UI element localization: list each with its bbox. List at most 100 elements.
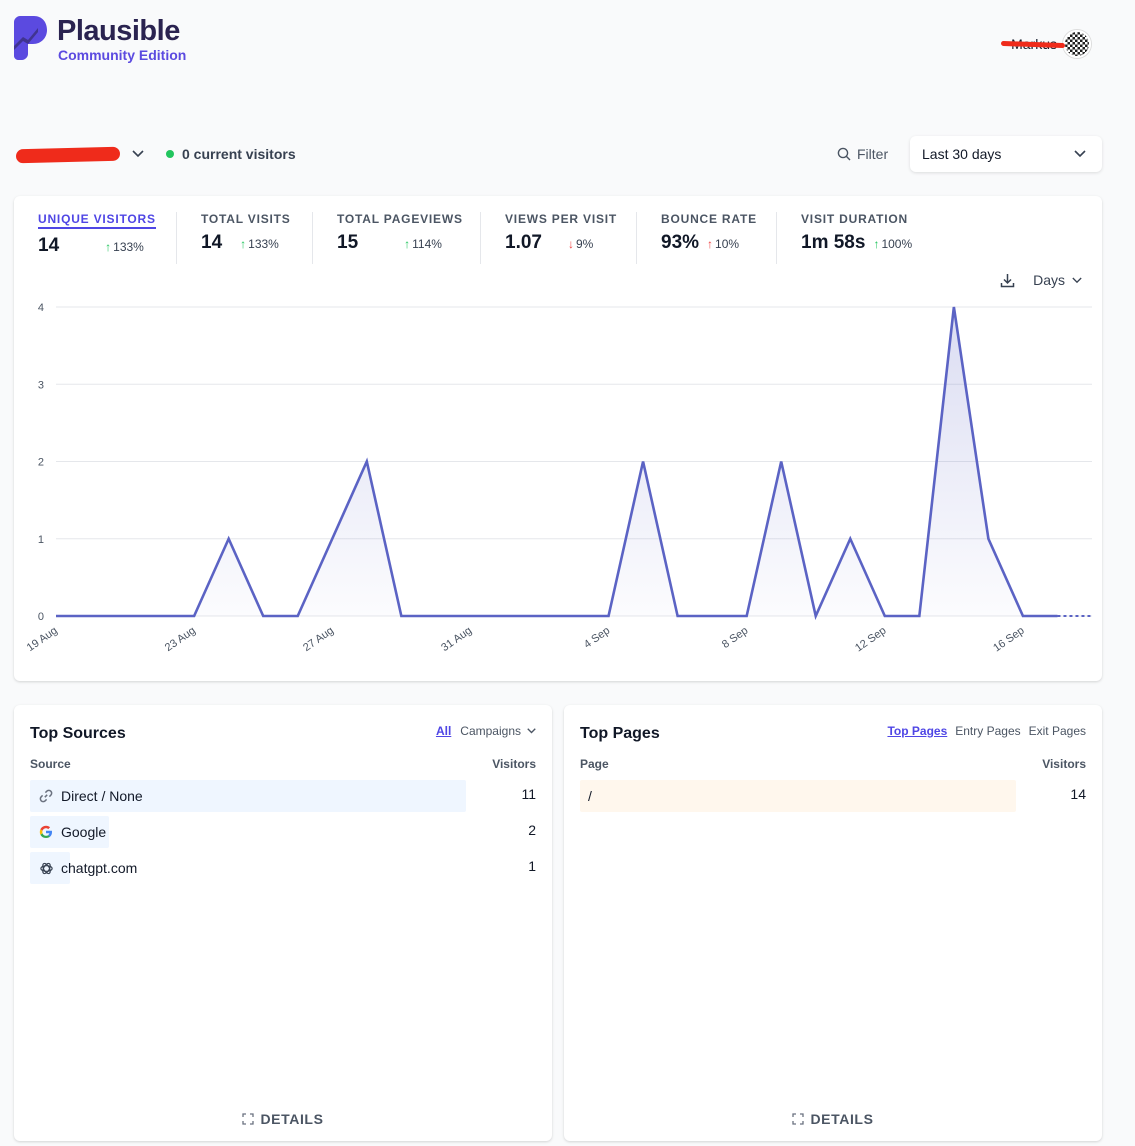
source-row-google[interactable]: Google bbox=[30, 816, 109, 848]
source-visitors: 11 bbox=[521, 786, 536, 802]
arrow-up-icon: ↑ bbox=[404, 237, 411, 251]
visitors-chart[interactable]: 0 1 2 3 4 19 Aug 23 Aug 27 Aug 31 Aug 4 Sep 8 Sep 1… bbox=[14, 196, 1102, 681]
stat-value: 14 bbox=[201, 232, 223, 253]
pages-details-button[interactable]: DETAILS bbox=[564, 1111, 1102, 1127]
expand-icon bbox=[242, 1113, 255, 1125]
logo[interactable]: Plausible Community Edition bbox=[14, 16, 186, 64]
period-label: Last 30 days bbox=[922, 146, 1002, 162]
download-icon[interactable] bbox=[1000, 273, 1015, 288]
source-visitors: 1 bbox=[528, 858, 536, 874]
search-icon bbox=[837, 147, 851, 161]
top-pages-title: Top Pages bbox=[580, 725, 660, 742]
y-tick-label: 3 bbox=[38, 379, 44, 391]
period-select[interactable]: Last 30 days bbox=[910, 136, 1102, 172]
divider bbox=[636, 212, 637, 264]
stat-change: ↑ 133% bbox=[240, 237, 279, 251]
top-sources-card: Top Sources All Campaigns Source Visitor… bbox=[14, 705, 552, 1141]
tab-all[interactable]: All bbox=[435, 724, 452, 738]
stat-visit-duration[interactable]: Visit duration 1m 58s ↑ 100% bbox=[801, 212, 912, 254]
chart-controls: Days bbox=[1000, 272, 1082, 288]
page-row-root[interactable]: / bbox=[580, 780, 1016, 812]
current-visitors[interactable]: 0 current visitors bbox=[166, 146, 296, 162]
value-bar bbox=[30, 852, 70, 884]
x-tick-label: 8 Sep bbox=[720, 625, 750, 651]
chevron-down-icon bbox=[132, 150, 144, 158]
column-header-visitors: Visitors bbox=[1042, 757, 1086, 771]
y-tick-label: 2 bbox=[38, 457, 44, 469]
sources-tabs: All Campaigns bbox=[428, 724, 536, 738]
column-header-visitors: Visitors bbox=[492, 757, 536, 771]
stat-change: ↓ 9% bbox=[567, 237, 594, 251]
interval-select[interactable]: Days bbox=[1033, 272, 1065, 288]
tab-top-pages[interactable]: Top Pages bbox=[887, 724, 948, 738]
stat-views-per-visit[interactable]: Views per visit 1.07 ↓ 9% bbox=[505, 212, 617, 254]
stat-value: 14 bbox=[38, 235, 60, 256]
tab-exit-pages[interactable]: Exit Pages bbox=[1028, 724, 1086, 738]
source-label: Direct / None bbox=[61, 788, 143, 804]
pages-tabs: Top Pages Entry Pages Exit Pages bbox=[879, 724, 1086, 738]
filter-label: Filter bbox=[857, 146, 889, 162]
value-bar bbox=[30, 816, 109, 848]
stat-label: Unique visitors bbox=[38, 212, 156, 229]
user-menu[interactable]: Markus bbox=[1001, 30, 1091, 58]
x-tick-label: 23 Aug bbox=[163, 625, 198, 654]
user-name: Markus bbox=[1001, 36, 1066, 52]
openai-icon bbox=[38, 860, 54, 876]
chevron-down-icon bbox=[527, 728, 536, 734]
x-tick-label: 12 Sep bbox=[853, 625, 888, 655]
divider bbox=[312, 212, 313, 264]
sources-details-button[interactable]: DETAILS bbox=[14, 1111, 552, 1127]
x-tick-label: 4 Sep bbox=[582, 625, 612, 651]
top-pages-card: Top Pages Top Pages Entry Pages Exit Pag… bbox=[564, 705, 1102, 1141]
tab-campaigns[interactable]: Campaigns bbox=[460, 724, 521, 738]
link-icon bbox=[38, 788, 54, 804]
arrow-up-icon: ↑ bbox=[873, 237, 880, 251]
divider bbox=[176, 212, 177, 264]
avatar[interactable] bbox=[1063, 30, 1091, 58]
stat-change: ↑ 133% bbox=[105, 240, 144, 254]
stat-change: ↑ 114% bbox=[404, 237, 442, 251]
source-row-chatgpt[interactable]: chatgpt.com bbox=[30, 852, 137, 884]
site-switcher[interactable] bbox=[15, 144, 144, 164]
chevron-down-icon bbox=[1072, 277, 1082, 283]
stat-label: Views per visit bbox=[505, 212, 618, 226]
stat-value: 1.07 bbox=[505, 232, 542, 253]
value-bar bbox=[580, 780, 1016, 812]
brand-title: Plausible bbox=[57, 15, 180, 47]
top-sources-title: Top Sources bbox=[30, 725, 126, 742]
x-tick-label: 19 Aug bbox=[25, 625, 60, 654]
filter-button[interactable]: Filter bbox=[837, 146, 888, 162]
google-icon bbox=[38, 824, 54, 840]
x-tick-label: 16 Sep bbox=[991, 625, 1026, 655]
stat-bounce-rate[interactable]: Bounce rate 93% ↑ 10% bbox=[661, 212, 757, 254]
stat-unique-visitors[interactable]: Unique visitors 14 ↑ 133% bbox=[38, 212, 156, 257]
live-dot-icon bbox=[166, 150, 174, 158]
site-name-redacted bbox=[15, 144, 121, 164]
arrow-down-icon: ↓ bbox=[567, 237, 574, 251]
page-label: / bbox=[588, 788, 592, 804]
stat-label: Total pageviews bbox=[337, 212, 463, 226]
visitors-chart-card: Unique visitors 14 ↑ 133% Total visits 14… bbox=[14, 196, 1102, 681]
brand-edition: Community Edition bbox=[58, 47, 187, 63]
stat-label: Visit duration bbox=[801, 212, 908, 226]
source-visitors: 2 bbox=[528, 822, 536, 838]
column-header-page: Page bbox=[580, 757, 609, 771]
tab-entry-pages[interactable]: Entry Pages bbox=[955, 724, 1021, 738]
expand-icon bbox=[792, 1113, 805, 1125]
page-visitors: 14 bbox=[1070, 786, 1086, 802]
stat-value: 1m 58s bbox=[801, 232, 866, 253]
column-header-source: Source bbox=[30, 757, 71, 771]
value-bar bbox=[30, 780, 466, 812]
x-tick-label: 27 Aug bbox=[301, 625, 336, 654]
chevron-down-icon bbox=[1074, 150, 1086, 158]
stat-total-pageviews[interactable]: Total pageviews 15 ↑ 114% bbox=[337, 212, 463, 254]
y-tick-label: 0 bbox=[38, 611, 44, 623]
source-row-direct[interactable]: Direct / None bbox=[30, 780, 466, 812]
stat-value: 15 bbox=[337, 232, 359, 253]
arrow-up-icon: ↑ bbox=[240, 237, 247, 251]
stat-total-visits[interactable]: Total visits 14 ↑ 133% bbox=[201, 212, 291, 254]
stat-label: Total visits bbox=[201, 212, 291, 226]
source-label: chatgpt.com bbox=[61, 860, 138, 876]
stat-change: ↑ 100% bbox=[873, 237, 913, 251]
source-label: Google bbox=[61, 824, 107, 840]
